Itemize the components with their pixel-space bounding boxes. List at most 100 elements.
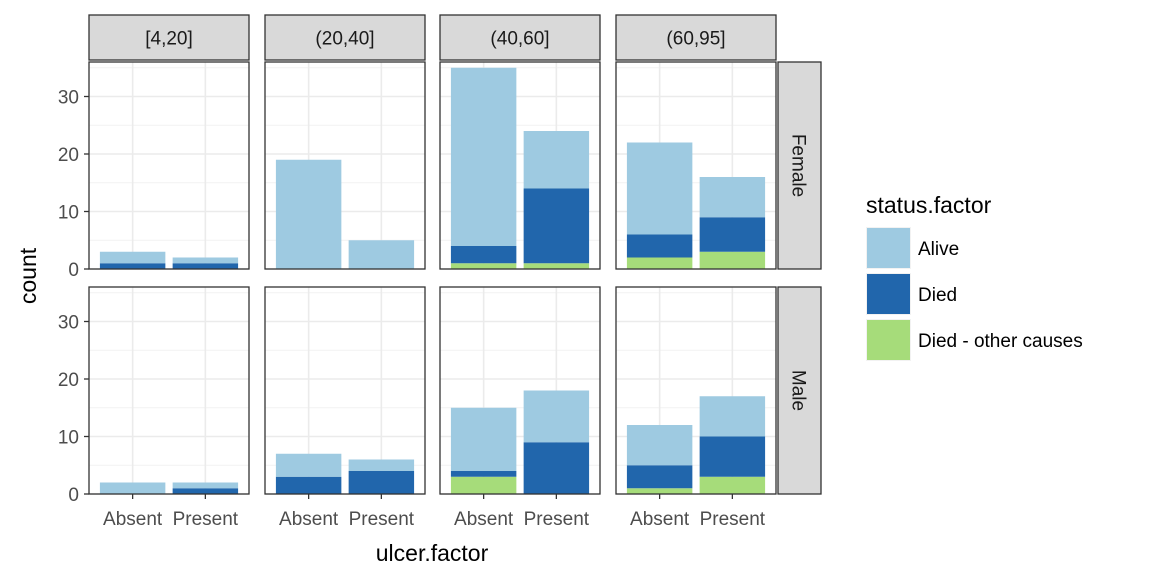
bar-male-60-95-present-alive xyxy=(699,396,766,437)
y-tick-label: 20 xyxy=(58,145,79,166)
bar-male-40-60-absent-died-other-causes xyxy=(450,476,517,494)
x-tick-label: Present xyxy=(700,509,766,530)
y-tick-label: 0 xyxy=(68,485,79,506)
bar-male-4-20-present-alive xyxy=(172,482,239,489)
strip-background xyxy=(615,14,777,61)
bar-male-20-40-absent-alive xyxy=(275,453,342,477)
bar-female-40-60-present-alive xyxy=(523,131,590,189)
bar-female-60-95-absent-died-other-causes xyxy=(626,257,693,269)
bar-male-4-20-absent-alive xyxy=(99,482,166,494)
strip-background xyxy=(264,14,426,61)
bar-male-20-40-present-died xyxy=(348,471,415,494)
y-tick-label: 0 xyxy=(68,260,79,281)
bar-female-4-20-present-died xyxy=(172,263,239,269)
bar-male-60-95-absent-alive xyxy=(626,425,693,466)
axes: 0 10 20 30 0 10 20 30 Absent Present Absent Present… xyxy=(58,88,766,531)
bar-male-40-60-absent-alive xyxy=(450,407,517,471)
strip-4-20: [4,20] xyxy=(88,14,250,61)
x-tick-label: Absent xyxy=(103,509,163,530)
x-tick-label: Present xyxy=(349,509,415,530)
strip-background xyxy=(88,14,250,61)
bar-male-60-95-absent-died xyxy=(626,465,693,489)
legend-key xyxy=(867,274,910,314)
bar-male-4-20-present-died xyxy=(172,488,239,494)
bar-female-4-20-absent-alive xyxy=(99,251,166,264)
strip-label: (20,40] xyxy=(315,29,374,50)
panel-border xyxy=(615,61,777,270)
bar-female-40-60-present-died xyxy=(523,188,590,264)
legend-item-alive: Alive xyxy=(866,227,959,269)
panel-male-20-40 xyxy=(264,286,426,495)
bar-male-20-40-present-alive xyxy=(348,459,415,471)
panel-border xyxy=(264,61,426,270)
bar-male-40-60-present-alive xyxy=(523,390,590,443)
y-tick-label: 30 xyxy=(58,88,79,109)
bar-female-40-60-absent-died xyxy=(450,246,517,264)
legend-label: Alive xyxy=(918,239,959,260)
y-tick-label: 20 xyxy=(58,370,79,391)
strip-60-95: (60,95] xyxy=(615,14,777,61)
strip-background xyxy=(439,14,601,61)
x-tick-label: Absent xyxy=(454,509,514,530)
strip-label: [4,20] xyxy=(145,29,193,50)
panel-border xyxy=(264,286,426,495)
legend-key xyxy=(867,228,910,268)
panel-female-40-60 xyxy=(439,61,601,270)
panel-border xyxy=(439,61,601,270)
y-tick-label: 10 xyxy=(58,203,79,224)
y-tick-label: 10 xyxy=(58,428,79,449)
bar-female-40-60-present-died-other-causes xyxy=(523,263,590,269)
bar-female-60-95-present-alive xyxy=(699,177,766,218)
legend-item-died: Died xyxy=(866,273,957,315)
bar-male-60-95-present-died xyxy=(699,436,766,477)
legend-label: Died - other causes xyxy=(918,331,1083,352)
panel-male-60-95 xyxy=(615,286,777,495)
panel-background xyxy=(89,62,249,269)
bar-female-60-95-present-died xyxy=(699,217,766,252)
strip-label: (60,95] xyxy=(666,29,725,50)
legend-key xyxy=(867,320,910,360)
panel-border xyxy=(615,286,777,495)
bar-female-40-60-absent-died-other-causes xyxy=(450,263,517,269)
bar-male-40-60-absent-died xyxy=(450,471,517,477)
bar-female-20-40-present-alive xyxy=(348,240,415,269)
y-axis-title: count xyxy=(15,247,41,304)
strip-male: Male xyxy=(777,286,822,495)
x-tick-label: Present xyxy=(524,509,590,530)
panel-border xyxy=(88,286,250,495)
y-tick-label: 30 xyxy=(58,313,79,334)
legend-item-died-other-causes: Died - other causes xyxy=(866,319,1083,361)
bar-male-60-95-absent-died-other-causes xyxy=(626,488,693,494)
bar-female-60-95-absent-died xyxy=(626,234,693,258)
legend-label: Died xyxy=(918,285,957,306)
bar-male-40-60-present-died xyxy=(523,442,590,494)
bar-male-20-40-absent-died xyxy=(275,476,342,494)
panel-border xyxy=(439,286,601,495)
panel-female-20-40 xyxy=(264,61,426,270)
facet-strips: [4,20] (20,40] (40,60] (60,95] Female Male xyxy=(88,14,822,495)
panels xyxy=(88,61,777,495)
bar-male-60-95-present-died-other-causes xyxy=(699,476,766,494)
legend: status.factor Alive Died Died - other caus… xyxy=(866,192,1083,361)
strip-background xyxy=(777,286,822,495)
panel-male-40-60 xyxy=(439,286,601,495)
legend-title: status.factor xyxy=(866,192,992,218)
strip-20-40: (20,40] xyxy=(264,14,426,61)
bar-female-4-20-absent-died xyxy=(99,263,166,269)
strip-40-60: (40,60] xyxy=(439,14,601,61)
bar-female-40-60-absent-alive xyxy=(450,67,517,246)
strip-label: (40,60] xyxy=(490,29,549,50)
bar-female-60-95-absent-alive xyxy=(626,142,693,235)
panel-female-60-95 xyxy=(615,61,777,270)
bar-female-60-95-present-died-other-causes xyxy=(699,251,766,269)
panel-female-4-20 xyxy=(88,61,250,270)
x-axis-title: ulcer.factor xyxy=(376,540,489,566)
strip-female: Female xyxy=(777,61,822,270)
bar-female-20-40-absent-alive xyxy=(275,159,342,269)
x-tick-label: Present xyxy=(173,509,239,530)
bar-female-4-20-present-alive xyxy=(172,257,239,264)
panel-background xyxy=(89,287,249,494)
panel-border xyxy=(88,61,250,270)
strip-label: Male xyxy=(788,370,809,411)
